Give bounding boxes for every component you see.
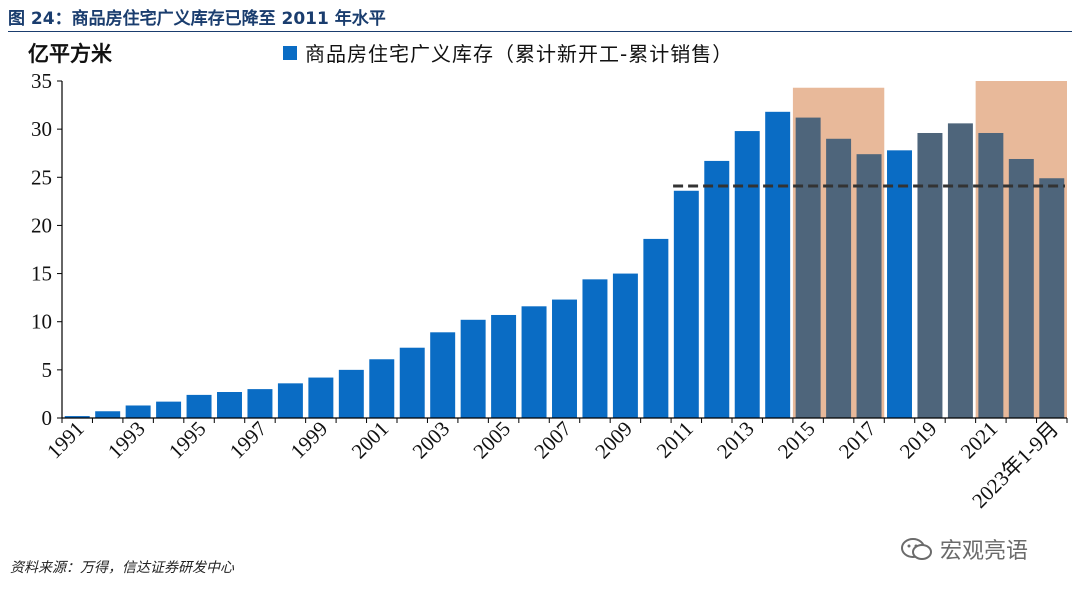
bar-2001: [369, 359, 395, 418]
x-tick-label-2011: 2011: [652, 417, 698, 463]
y-tick-label-0: 0: [42, 406, 53, 430]
bar-2007: [552, 299, 577, 418]
bar-2011: [673, 190, 699, 418]
x-tick-label-2005: 2005: [468, 417, 515, 464]
legend: 商品房住宅广义库存（累计新开工-累计销售）: [283, 38, 733, 67]
x-tick-label-2021: 2021: [956, 417, 1003, 464]
x-tick-label-1995: 1995: [164, 417, 211, 464]
x-tick-label-1993: 1993: [103, 417, 150, 464]
wechat-icon: [901, 538, 932, 560]
title-rule: [8, 31, 1072, 32]
legend-swatch: [283, 45, 297, 60]
x-tick-label-2007: 2007: [529, 417, 576, 464]
y-tick-label-5: 5: [42, 358, 53, 382]
bar-1991: [64, 416, 90, 418]
x-tick-label-2001: 2001: [347, 417, 394, 464]
bar-2023年1-9月: [1039, 178, 1065, 418]
bar-2013: [734, 131, 760, 418]
bar-2015: [795, 117, 821, 419]
bar-2012: [704, 160, 730, 418]
bar-2006: [521, 306, 547, 418]
bar-2003: [430, 332, 456, 418]
watermark: 宏观亮语: [900, 533, 1028, 565]
y-unit-label: 亿平方米: [28, 42, 112, 66]
x-tick-label-2009: 2009: [590, 417, 637, 464]
bar-2005: [491, 314, 517, 418]
x-tick-label-2019: 2019: [895, 417, 942, 464]
source-note: 资料来源：万得，信达证券研发中心: [10, 560, 234, 576]
watermark-text: 宏观亮语: [940, 539, 1029, 564]
y-tick-label-25: 25: [31, 165, 52, 189]
x-tick-label-2015: 2015: [773, 417, 820, 464]
x-tick-label-1999: 1999: [286, 417, 333, 464]
legend-label: 商品房住宅广义库存（累计新开工-累计销售）: [305, 42, 734, 66]
bar-1995: [186, 394, 212, 418]
bar-2000: [338, 369, 364, 418]
bar-2021: [978, 132, 1004, 418]
y-tick-label-35: 35: [31, 69, 52, 93]
bar-2016: [826, 138, 852, 418]
bar-1994: [156, 401, 182, 418]
bar-1997: [247, 389, 273, 418]
bar-2022: [1008, 158, 1034, 418]
bar-2014: [765, 111, 791, 418]
y-tick-label-15: 15: [31, 262, 52, 286]
x-tick-label-2017: 2017: [834, 417, 881, 464]
bar-1998: [277, 383, 303, 418]
x-tick-label-2003: 2003: [408, 417, 455, 464]
y-tick-label-10: 10: [31, 310, 52, 334]
bar-2010: [643, 238, 669, 418]
bar-2019: [917, 132, 943, 418]
y-tick-label-30: 30: [31, 117, 52, 141]
x-tick-label-2013: 2013: [712, 417, 759, 464]
bar-2002: [399, 347, 425, 418]
bar-1993: [125, 405, 151, 418]
bar-1996: [217, 392, 242, 418]
y-tick-label-20: 20: [31, 213, 52, 237]
figure-title: 图 24：商品房住宅广义库存已降至 2011 年水平: [8, 9, 386, 29]
bar-2008: [582, 279, 608, 418]
bar-1992: [95, 411, 121, 418]
bar-2018: [887, 150, 912, 418]
bar-2009: [612, 273, 638, 418]
bar-1999: [308, 377, 334, 418]
bar-2017: [856, 154, 882, 419]
bar-2020: [947, 123, 973, 418]
bar-2004: [460, 319, 486, 418]
x-tick-label-1997: 1997: [225, 417, 272, 464]
